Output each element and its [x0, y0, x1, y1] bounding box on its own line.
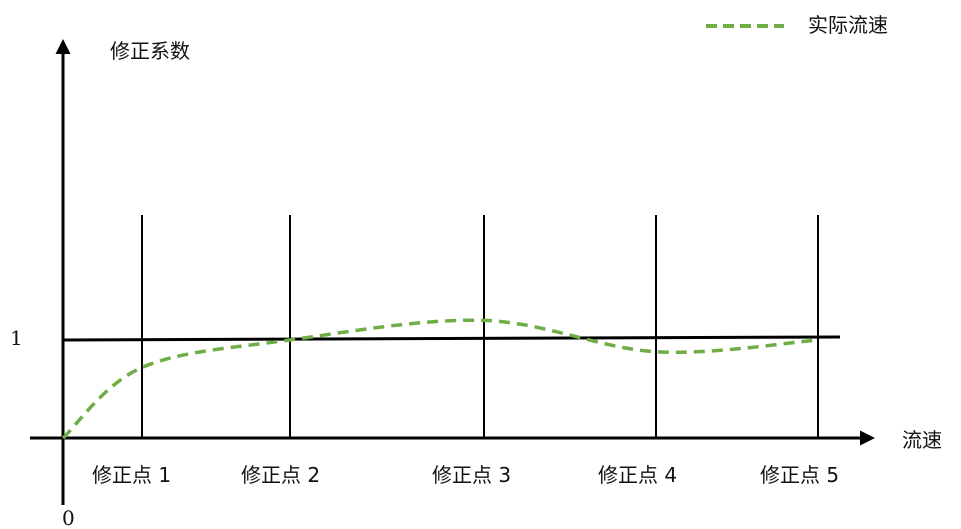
correction-point-label-3: 修正点 3: [432, 463, 511, 487]
correction-point-label-2: 修正点 2: [241, 463, 320, 487]
reference-line-1: [62, 335, 841, 342]
legend-label: 实际流速: [808, 13, 888, 37]
y-axis-label: 修正系数: [110, 39, 190, 63]
correction-point-label-5: 修正点 5: [760, 463, 839, 487]
x-axis-label: 流速: [902, 428, 942, 452]
legend: 实际流速: [706, 13, 888, 37]
correction-point-label-4: 修正点 4: [598, 463, 677, 487]
actual-flow-curve: [61, 318, 819, 440]
y-tick-label-1: 1: [10, 326, 23, 350]
origin-label: 0: [62, 506, 75, 529]
correction-lines: [141, 215, 819, 438]
correction-point-label-1: 修正点 1: [92, 463, 171, 487]
correction-point-labels: 修正点 1 修正点 2 修正点 3 修正点 4 修正点 5: [92, 463, 839, 487]
